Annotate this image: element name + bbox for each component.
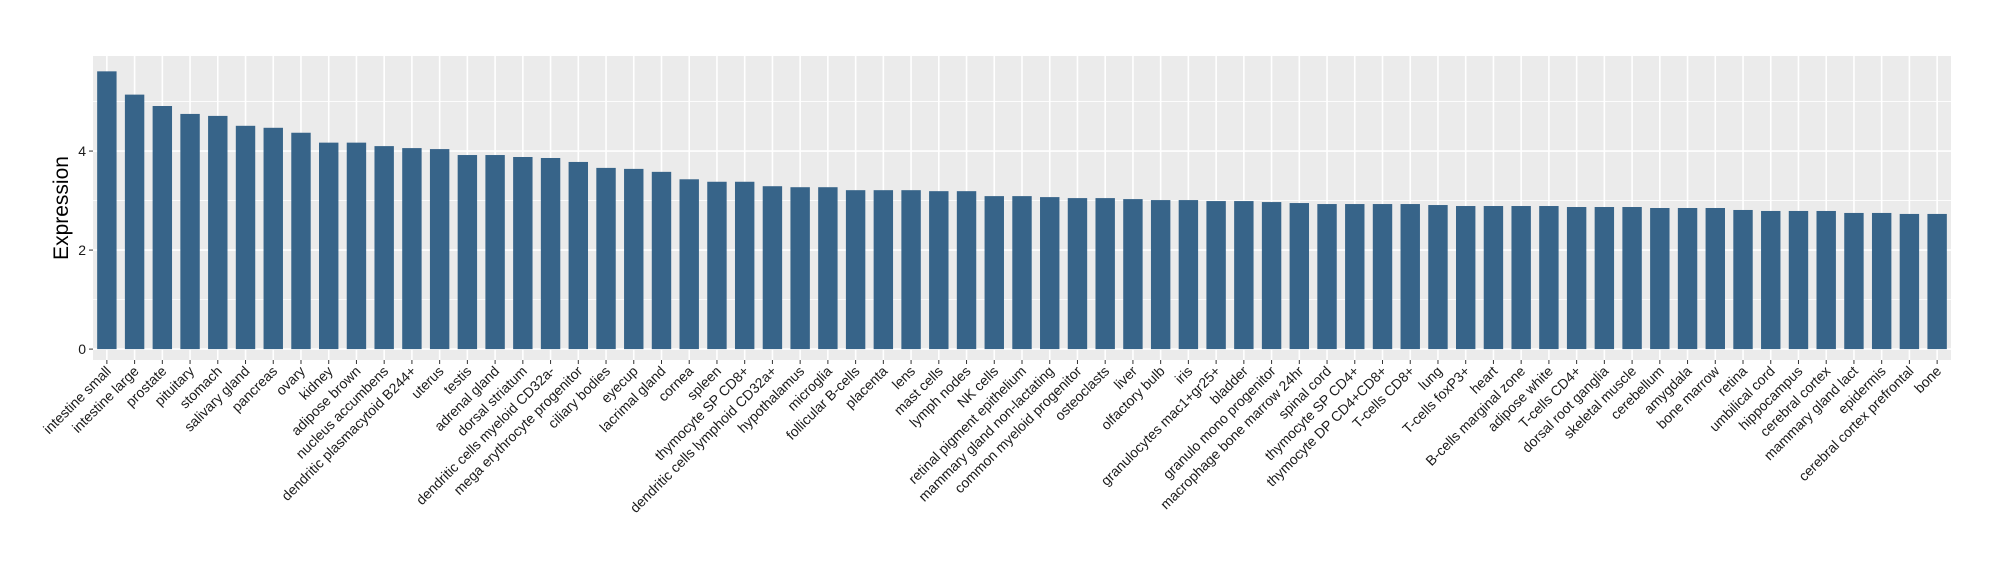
bar (429, 149, 450, 350)
bar (1650, 208, 1670, 350)
bar (596, 167, 616, 350)
bar (1899, 213, 1920, 350)
bar (568, 161, 589, 350)
bar (346, 142, 367, 350)
bar (1511, 206, 1531, 350)
bar (1345, 204, 1365, 350)
bar (1289, 203, 1310, 350)
y-tick-label: 0 (78, 341, 86, 357)
bar (291, 132, 311, 350)
bar (1012, 196, 1032, 350)
bars (97, 71, 1947, 350)
bar (485, 155, 505, 350)
bar (152, 106, 173, 350)
bar (402, 148, 422, 350)
bar (208, 115, 228, 350)
bar (956, 191, 977, 350)
bar (762, 186, 783, 350)
bar (263, 127, 283, 350)
bar (984, 196, 1004, 350)
bar (1927, 213, 1947, 350)
bar (1372, 204, 1393, 350)
bar (1317, 204, 1337, 350)
bar (818, 187, 838, 350)
y-axis: 0 2 4 (78, 143, 93, 357)
bar (1733, 209, 1753, 350)
bar (734, 181, 755, 350)
bar (1095, 198, 1115, 350)
bar (1566, 207, 1587, 350)
bar (374, 146, 394, 350)
bar (1178, 200, 1199, 350)
bar (1677, 208, 1698, 350)
bar (624, 168, 644, 350)
bar (1123, 199, 1143, 350)
bar (1455, 206, 1476, 350)
bar (1234, 201, 1254, 350)
bar (790, 187, 810, 350)
bar (540, 157, 561, 350)
bar (1844, 212, 1864, 350)
bar (1871, 212, 1892, 350)
bar (1206, 201, 1226, 350)
bar (929, 191, 949, 350)
bar (1705, 208, 1725, 350)
bar (1428, 205, 1448, 350)
bar (1816, 210, 1836, 350)
y-axis-title: Expression (50, 156, 73, 260)
bar (1594, 207, 1615, 350)
bar (1483, 206, 1504, 350)
x-tick-label: uterus (408, 363, 447, 402)
bar (97, 71, 117, 350)
bar (679, 179, 699, 350)
bar (513, 157, 533, 350)
bar (1261, 202, 1282, 350)
bar (457, 155, 478, 350)
bar (1539, 206, 1559, 350)
bar (1622, 207, 1642, 350)
y-tick-label: 4 (78, 143, 86, 159)
bar (1040, 197, 1060, 350)
y-tick-label: 2 (78, 242, 86, 258)
bar (901, 190, 921, 350)
bar (651, 171, 672, 350)
bar (707, 181, 727, 350)
bar (845, 190, 866, 350)
x-tick-label: bone (1911, 363, 1944, 396)
bar (1400, 204, 1420, 350)
bar (1788, 210, 1809, 350)
bar (235, 125, 256, 350)
bar (873, 190, 894, 350)
bar (124, 94, 145, 350)
bar (319, 142, 339, 350)
bar (1761, 210, 1781, 350)
bar (180, 113, 200, 350)
bar (1150, 200, 1171, 350)
bar (1067, 198, 1088, 350)
